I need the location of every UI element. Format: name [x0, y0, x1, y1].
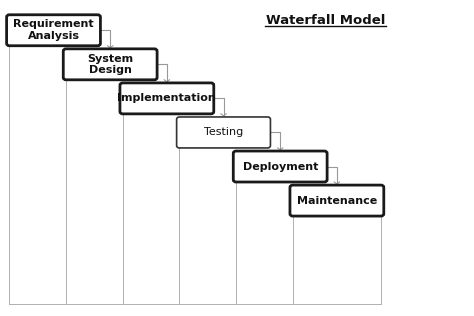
- FancyBboxPatch shape: [177, 117, 271, 148]
- Text: Maintenance: Maintenance: [297, 196, 377, 206]
- FancyBboxPatch shape: [233, 151, 327, 182]
- FancyBboxPatch shape: [120, 83, 214, 114]
- FancyBboxPatch shape: [7, 15, 100, 46]
- Text: Testing: Testing: [204, 127, 243, 137]
- Text: Deployment: Deployment: [243, 161, 318, 172]
- FancyBboxPatch shape: [63, 49, 157, 80]
- FancyBboxPatch shape: [290, 185, 384, 216]
- Text: Requirement
Analysis: Requirement Analysis: [13, 20, 94, 41]
- Text: Implementation: Implementation: [118, 94, 216, 103]
- Text: Waterfall Model: Waterfall Model: [265, 14, 385, 27]
- Text: System
Design: System Design: [87, 53, 133, 75]
